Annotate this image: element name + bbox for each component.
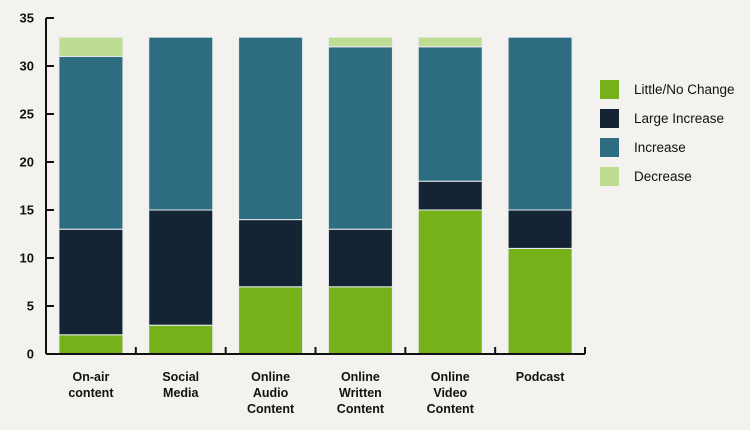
bar-segment — [417, 46, 483, 182]
legend-label: Increase — [634, 140, 686, 155]
x-category-label: Online Written Content — [337, 370, 385, 416]
legend-label: Little/No Change — [634, 82, 735, 97]
y-tick-label: 35 — [20, 11, 34, 26]
bar-segment — [327, 36, 393, 48]
legend-label: Decrease — [634, 169, 692, 184]
bar-segment — [58, 228, 124, 336]
legend: Little/No Change Large Increase Increase De… — [600, 80, 735, 186]
y-tick-label: 10 — [20, 251, 34, 266]
y-tick-label: 20 — [20, 155, 34, 170]
x-category-label: Social Media — [162, 370, 199, 400]
bar-segment — [148, 324, 214, 355]
bar-segment — [417, 36, 483, 48]
bars-group — [58, 36, 573, 355]
y-tick-label: 25 — [20, 107, 34, 122]
legend-label: Large Increase — [634, 111, 724, 126]
bar-segment — [417, 180, 483, 211]
x-category-label: Online Audio Content — [247, 370, 295, 416]
legend-swatch — [600, 167, 619, 186]
y-tick-label: 15 — [20, 203, 34, 218]
axes-group: 0 5 10 15 20 25 30 35 On-air content Social Media On… — [20, 11, 586, 416]
x-category-label: Podcast — [516, 370, 565, 384]
bar-segment — [417, 209, 483, 355]
bar-segment — [58, 36, 124, 57]
legend-swatch — [600, 109, 619, 128]
bar-segment — [58, 55, 124, 230]
bar-segment — [148, 36, 214, 211]
y-tick-label: 30 — [20, 59, 34, 74]
bar-segment — [507, 36, 573, 211]
bar-segment — [238, 36, 304, 221]
x-category-label: Online Video Content — [427, 370, 475, 416]
y-tick-label: 0 — [27, 347, 34, 362]
bar-segment — [327, 46, 393, 230]
bar-segment — [327, 228, 393, 288]
bar-segment — [507, 247, 573, 355]
x-category-label: On-air content — [68, 370, 114, 400]
bar-segment — [327, 286, 393, 355]
bar-segment — [238, 286, 304, 355]
bar-segment — [238, 219, 304, 288]
legend-swatch — [600, 138, 619, 157]
y-tick-label: 5 — [27, 299, 34, 314]
bar-segment — [58, 334, 124, 355]
bar-segment — [507, 209, 573, 249]
legend-swatch — [600, 80, 619, 99]
bar-segment — [148, 209, 214, 326]
